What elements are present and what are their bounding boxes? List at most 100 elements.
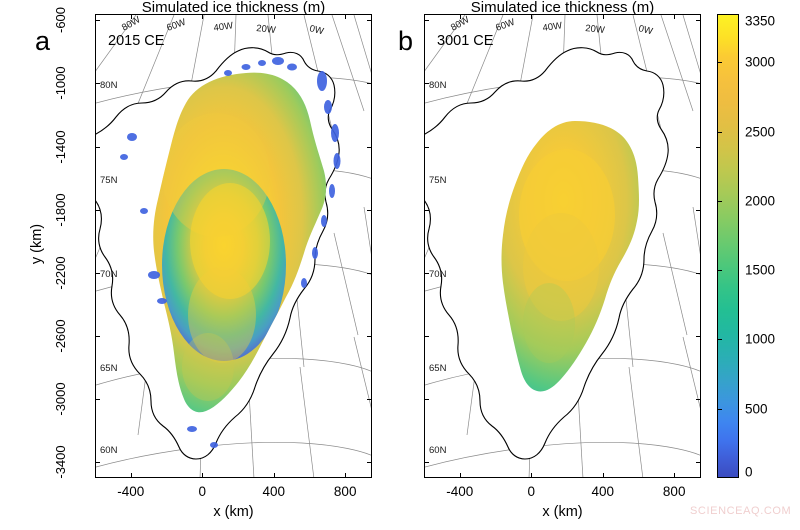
panel-b-ytick xyxy=(696,272,701,274)
panel-b-ytick xyxy=(424,462,429,464)
panel-a-ytick xyxy=(367,399,372,401)
panel-a-xtick xyxy=(273,473,275,478)
panel-a-xtick xyxy=(202,14,204,19)
panel-a-ytick-label: -3400 xyxy=(53,445,68,479)
panel-a-ytick xyxy=(95,399,100,401)
panel-b-ytick xyxy=(424,399,429,401)
svg-text:60N: 60N xyxy=(429,445,447,456)
panel-a-x-axis-title: x (km) xyxy=(213,504,254,520)
svg-text:65N: 65N xyxy=(429,363,447,374)
panel-b-ytick xyxy=(424,83,429,85)
colorbar-tick-label: 2500 xyxy=(745,124,776,140)
panel-b-xtick xyxy=(531,14,533,19)
panel-a-ytick-label: -2200 xyxy=(53,256,68,290)
panel-a-xtick-label: 800 xyxy=(333,484,357,499)
panel-b-xtick-label: -400 xyxy=(446,484,474,499)
panel-a-xtick-label: -400 xyxy=(117,484,145,499)
colorbar[interactable]: 0 500 1000 1500 2000 2500 3000 3350 xyxy=(717,14,775,480)
panel-b-map: 80W 60W 40W 20W 0W 80N 75N 70N 65N 60N xyxy=(425,15,700,477)
panel-a-map: 80W 60W 40W 20W 0W 80N 75N 70N 65N 60N xyxy=(96,15,371,477)
panel-b-xtick xyxy=(674,473,676,478)
panel-b-ytick xyxy=(696,209,701,211)
colorbar-tick xyxy=(717,270,722,272)
panel-a-ytick xyxy=(95,146,100,148)
colorbar-tick xyxy=(717,131,722,133)
panel-b-ytick xyxy=(424,209,429,211)
svg-text:80N: 80N xyxy=(429,80,447,91)
colorbar-tick-label: 0 xyxy=(745,464,753,480)
svg-text:20W: 20W xyxy=(256,23,277,36)
colorbar-tick xyxy=(717,408,722,410)
panel-a-ytick-label: -1400 xyxy=(53,129,68,164)
panel-a-ytick xyxy=(367,83,372,85)
colorbar-tick-label: 1500 xyxy=(745,262,776,278)
panel-b-year-label: 3001 CE xyxy=(437,33,494,49)
colorbar-tick-label: 1000 xyxy=(745,331,776,347)
panel-b-xtick xyxy=(674,14,676,19)
panel-b-xtick-label: 800 xyxy=(662,484,686,499)
panel-a-xtick xyxy=(130,473,132,478)
panel-b-xtick-label: 400 xyxy=(591,484,614,499)
svg-text:70N: 70N xyxy=(100,269,118,280)
panel-b-ytick xyxy=(696,335,701,337)
panel-a-ytick-label: -1800 xyxy=(53,193,68,227)
colorbar-tick-label: 2000 xyxy=(745,193,776,209)
panel-b-title: Simulated ice thickness (m) xyxy=(470,0,655,16)
svg-text:60N: 60N xyxy=(100,445,118,456)
panel-a-ytick xyxy=(367,335,372,337)
panel-b-xtick xyxy=(602,14,604,19)
panel-a-xtick xyxy=(345,14,347,19)
panel-a-xtick-label: 400 xyxy=(262,484,285,499)
panel-a-letter: a xyxy=(35,26,51,56)
panel-a-ytick xyxy=(95,462,100,464)
panel-a-ytick xyxy=(367,20,372,22)
svg-text:60W: 60W xyxy=(165,17,187,34)
panel-a-title: Simulated ice thickness (m) xyxy=(141,0,326,16)
panel-a-ytick xyxy=(95,83,100,85)
panel-a-xtick-label: 0 xyxy=(198,484,206,499)
panel-b-ytick xyxy=(696,462,701,464)
panel-b-plot-area: 80W 60W 40W 20W 0W 80N 75N 70N 65N 60N xyxy=(424,14,701,478)
panel-a-ytick xyxy=(367,209,372,211)
panel-a-ytick xyxy=(95,209,100,211)
panel-a-ytick-label: -600 xyxy=(53,7,68,34)
svg-text:80N: 80N xyxy=(100,80,118,91)
panel-b-ytick xyxy=(424,146,429,148)
panel-b-xtick xyxy=(602,473,604,478)
panel-b-letter: b xyxy=(398,26,414,56)
panel-a-xtick xyxy=(345,473,347,478)
panel-a-ytick-label: -2600 xyxy=(53,319,68,353)
panel-a-xtick xyxy=(202,473,204,478)
panel-a-xtick xyxy=(273,14,275,19)
panel-b-ytick xyxy=(424,335,429,337)
panel-a-xtick xyxy=(130,14,132,19)
panel-a-year-label: 2015 CE xyxy=(108,33,165,49)
svg-text:0W: 0W xyxy=(637,23,654,37)
panel-a-peripheral-ice-caps xyxy=(120,57,341,448)
panel-b-ytick xyxy=(696,20,701,22)
watermark: SCIENCEAQ.COM xyxy=(690,505,792,517)
panel-b-xtick xyxy=(459,473,461,478)
panel-b-ytick xyxy=(424,272,429,274)
panel-a-ytick-label: -3000 xyxy=(53,382,68,416)
svg-text:70N: 70N xyxy=(429,269,447,280)
panel-a-ytick xyxy=(95,20,100,22)
colorbar-gradient xyxy=(717,14,739,478)
colorbar-tick-label: 3000 xyxy=(745,54,776,70)
colorbar-tick-label: 3350 xyxy=(745,13,776,29)
svg-text:40W: 40W xyxy=(542,20,563,34)
panel-a-y-axis-title: y (km) xyxy=(29,223,45,265)
colorbar-tick xyxy=(717,62,722,64)
panel-b-ytick xyxy=(696,399,701,401)
svg-text:65N: 65N xyxy=(100,363,118,374)
colorbar-tick xyxy=(717,339,722,341)
panel-a-ytick xyxy=(95,272,100,274)
panel-a-ytick xyxy=(367,146,372,148)
svg-text:75N: 75N xyxy=(429,175,447,186)
panel-b-xtick xyxy=(459,14,461,19)
svg-text:75N: 75N xyxy=(100,175,118,186)
panel-b-ytick xyxy=(696,83,701,85)
svg-text:60W: 60W xyxy=(494,17,516,34)
panel-a-ytick xyxy=(367,462,372,464)
